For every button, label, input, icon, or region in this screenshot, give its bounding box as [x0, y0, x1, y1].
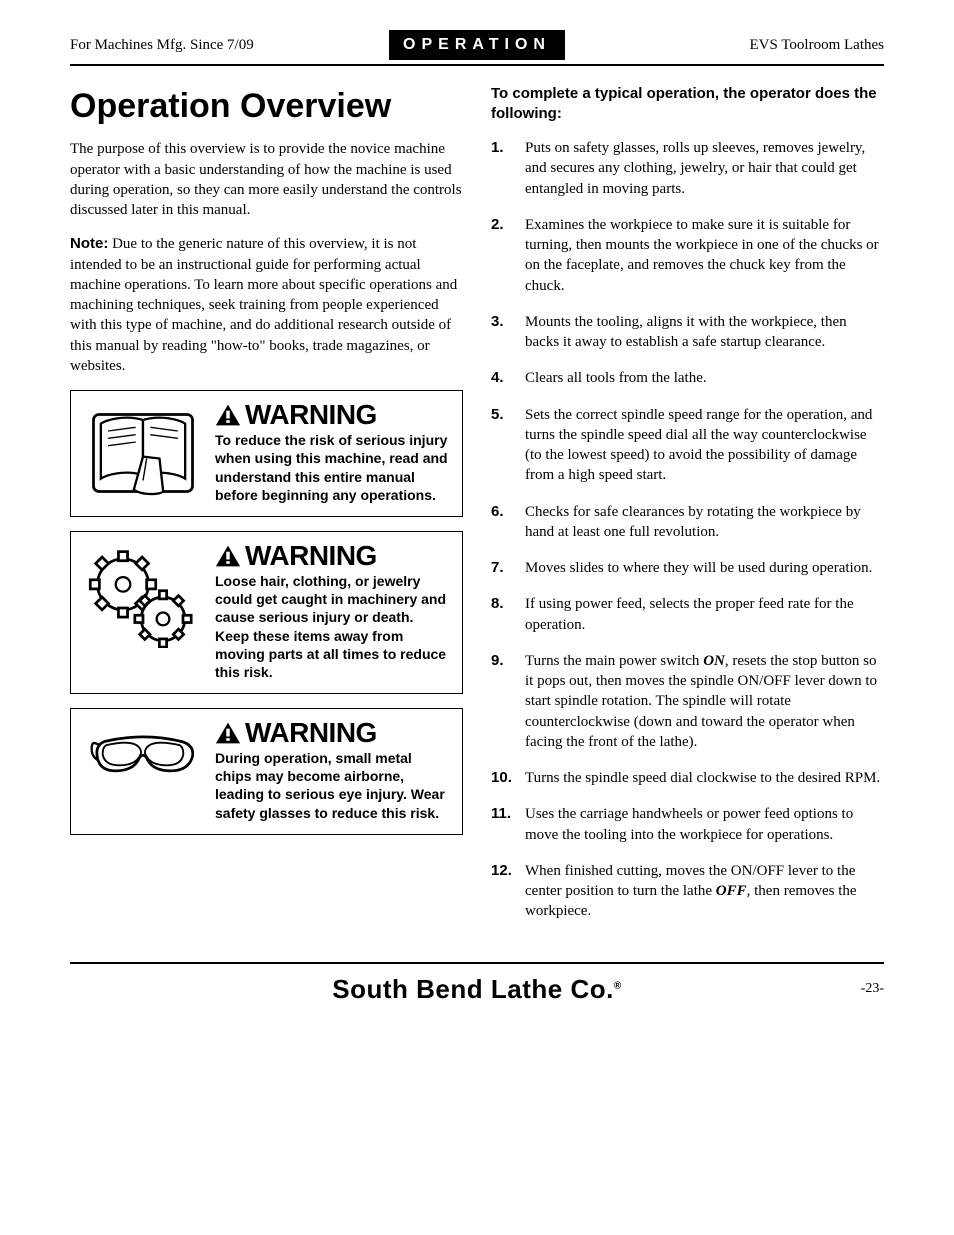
warning-heading: WARNING: [215, 719, 450, 747]
note-label: Note:: [70, 235, 108, 252]
header-left-text: For Machines Mfg. Since 7/09: [70, 35, 389, 55]
step-item: Examines the workpiece to make sure it i…: [491, 215, 884, 296]
step-item: Uses the carriage handwheels or power fe…: [491, 804, 884, 845]
warning-triangle-icon: [215, 403, 241, 427]
step-item: When finished cutting, moves the ON/OFF …: [491, 861, 884, 922]
warning-box-gears: WARNING Loose hair, clothing, or jewelry…: [70, 531, 463, 694]
step-item: If using power feed, selects the proper …: [491, 594, 884, 635]
steps-list: Puts on safety glasses, rolls up sleeves…: [491, 138, 884, 922]
note-paragraph: Note: Due to the generic nature of this …: [70, 234, 463, 376]
step-item: Turns the main power switch ON, resets t…: [491, 651, 884, 752]
on-emphasis: ON: [703, 653, 725, 669]
warning-box-glasses: WARNING During operation, small metal ch…: [70, 708, 463, 835]
manual-icon: [83, 401, 203, 499]
step-item: Clears all tools from the lathe.: [491, 368, 884, 388]
warning-box-manual: WARNING To reduce the risk of serious in…: [70, 390, 463, 517]
footer-brand: South Bend Lathe Co.®: [332, 972, 621, 1007]
right-column: To complete a typical operation, the ope…: [491, 84, 884, 938]
warning-heading: WARNING: [215, 542, 450, 570]
step-item: Turns the spindle speed dial clockwise t…: [491, 768, 884, 788]
warning-body-text: To reduce the risk of serious injury whe…: [215, 431, 450, 504]
page-header: For Machines Mfg. Since 7/09 OPERATION E…: [70, 30, 884, 66]
note-body: Due to the generic nature of this overvi…: [70, 236, 457, 374]
content-columns: Operation Overview The purpose of this o…: [70, 84, 884, 938]
step-item: Moves slides to where they will be used …: [491, 558, 884, 578]
step-item: Mounts the tooling, aligns it with the w…: [491, 312, 884, 353]
footer-page-number: -23-: [861, 980, 884, 999]
page-title: Operation Overview: [70, 84, 463, 130]
step-item: Puts on safety glasses, rolls up sleeves…: [491, 138, 884, 199]
warning-triangle-icon: [215, 544, 241, 568]
off-emphasis: OFF: [716, 883, 747, 899]
left-column: Operation Overview The purpose of this o…: [70, 84, 463, 938]
header-right-text: EVS Toolroom Lathes: [565, 35, 884, 55]
warning-body-text: Loose hair, clothing, or jewelry could g…: [215, 572, 450, 681]
warning-body-text: During operation, small metal chips may …: [215, 749, 450, 822]
safety-glasses-icon: [83, 719, 203, 780]
step-item: Checks for safe clearances by rotating t…: [491, 502, 884, 543]
page-footer: South Bend Lathe Co.® -23-: [70, 962, 884, 1007]
step-item: Sets the correct spindle speed range for…: [491, 405, 884, 486]
gears-icon: [83, 542, 203, 648]
steps-intro: To complete a typical operation, the ope…: [491, 84, 884, 125]
intro-paragraph: The purpose of this overview is to provi…: [70, 139, 463, 220]
warning-heading: WARNING: [215, 401, 450, 429]
warning-triangle-icon: [215, 721, 241, 745]
header-section-badge: OPERATION: [389, 30, 565, 60]
